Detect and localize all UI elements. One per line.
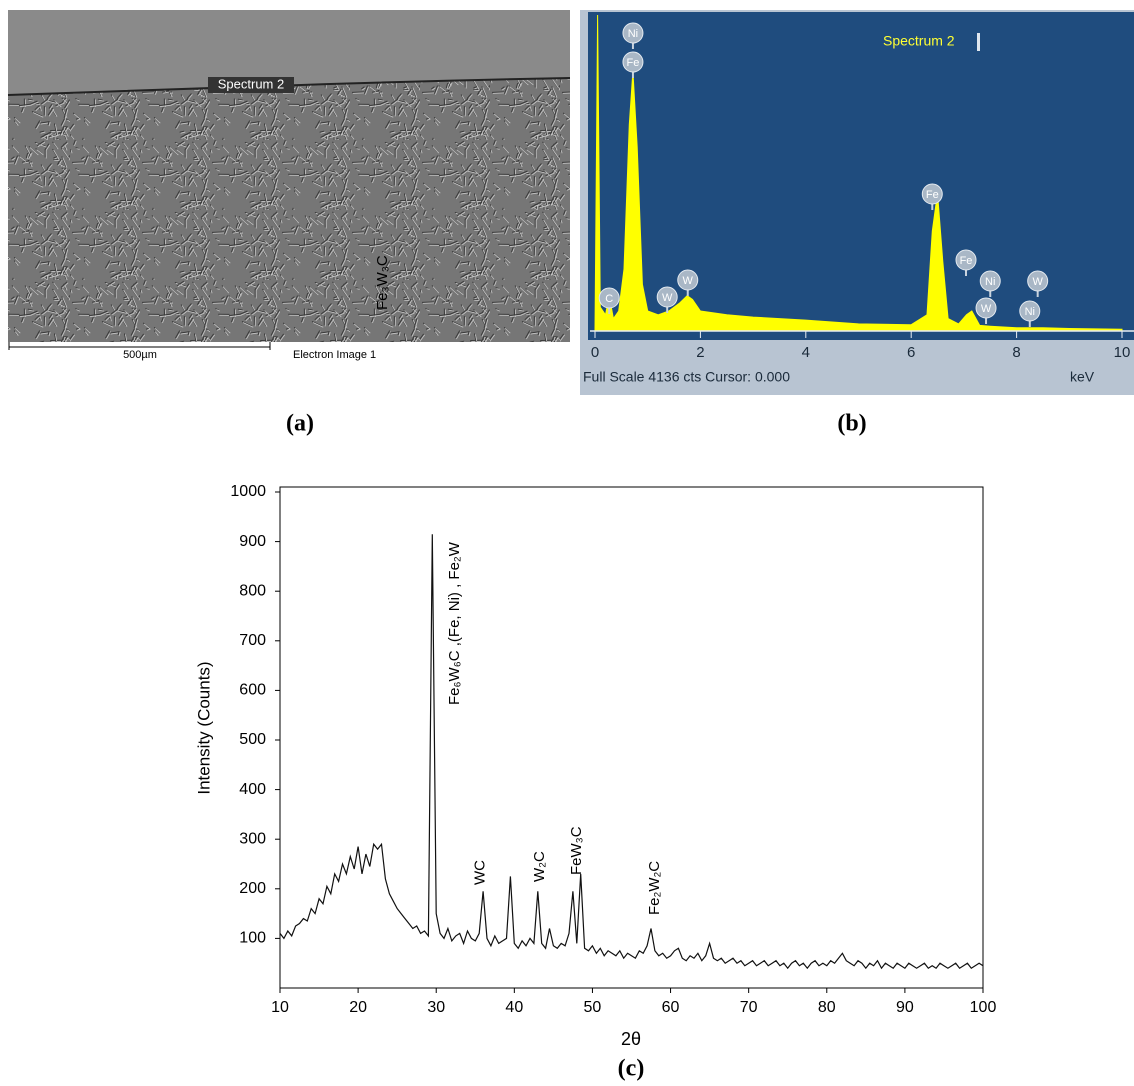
annotation-label: W [1032, 276, 1043, 288]
panel-label: (c) [618, 1056, 645, 1082]
annotation-badge [677, 269, 699, 291]
x-tick-label: 60 [662, 999, 680, 1016]
y-tick-label: 800 [239, 582, 266, 599]
sem-panel: Spectrum 2 500µm Electron Image 1 (a) [7, 10, 571, 437]
panel-label: (b) [837, 411, 866, 437]
y-tick-label: 300 [239, 830, 266, 847]
scale-bar-label: 500µm [123, 349, 157, 361]
annotation-label: Ni [1025, 306, 1035, 318]
x-tick-label: 4 [802, 344, 810, 361]
x-tick-label: 30 [427, 999, 445, 1016]
x-tick-label: 70 [740, 999, 758, 1016]
peak-label: FeW₃C [568, 826, 585, 875]
x-axis-label: keV [1070, 369, 1095, 385]
eds-panel: Spectrum 2 Full Scale 4136 cts Cursor: 0… [580, 10, 1134, 437]
x-tick-label: 50 [584, 999, 602, 1016]
x-tick-label: 10 [271, 999, 289, 1016]
x-tick-label: 8 [1012, 344, 1020, 361]
panel-label: (a) [286, 411, 314, 437]
peak-label: W₂C [531, 851, 548, 882]
annotation-badge [656, 286, 678, 308]
pattern-line [279, 534, 984, 970]
plot-frame [279, 486, 984, 989]
marker-box [208, 77, 294, 93]
legend-label: Spectrum 2 [883, 33, 955, 49]
annotation-badge [598, 287, 620, 309]
y-tick-label: 600 [239, 682, 266, 699]
y-tick-label: 900 [239, 533, 266, 550]
x-tick-label: 90 [896, 999, 914, 1016]
annotation-label: Ni [628, 28, 638, 40]
spectrum-area [594, 14, 1123, 331]
annotation-label: Fe [926, 189, 939, 201]
annotation-badge [921, 183, 943, 205]
annotation-badge [1027, 270, 1049, 292]
y-tick-label: 200 [239, 880, 266, 897]
annotation-label: W [981, 303, 992, 315]
annotation-badge [979, 270, 1001, 292]
x-tick-label: 20 [349, 999, 367, 1016]
annotation-badge [622, 22, 644, 44]
peak-label: WC [472, 860, 489, 885]
x-tick-label: 6 [907, 344, 915, 361]
legend-cursor [977, 33, 980, 51]
x-tick-label: 0 [591, 344, 599, 361]
xrd-panel: Intensity (Counts) 2θ (c) 10020030040050… [194, 255, 996, 1081]
annotation-label: W [662, 292, 673, 304]
x-tick-label: 2 [696, 344, 704, 361]
x-axis-label: 2θ [621, 1029, 641, 1049]
footer: Full Scale 4136 cts Cursor: 0.000 [583, 369, 790, 385]
y-tick-label: 400 [239, 781, 266, 798]
marker-label: Spectrum 2 [218, 76, 284, 91]
annotation-badge [975, 297, 997, 319]
y-tick-label: 1000 [230, 483, 266, 500]
sem-interface [7, 77, 571, 96]
y-axis-label: Intensity (Counts) [194, 661, 213, 794]
sem-texture [8, 78, 570, 342]
annotation-badge [955, 249, 977, 271]
annotation-label: Ni [985, 276, 995, 288]
x-tick-label: 10 [1114, 344, 1131, 361]
y-tick-label: 100 [239, 930, 266, 947]
scale-bar [8, 342, 271, 350]
peak-label: Fe₆W₆C ,(Fe, Ni) , Fe₂W [446, 541, 463, 705]
annotation-label: C [605, 293, 613, 305]
y-tick-label: 700 [239, 632, 266, 649]
peak-label: Fe₂W₂C [646, 861, 663, 915]
peak-label: Fe₃W₃C [374, 255, 391, 310]
x-tick-label: 100 [970, 999, 997, 1016]
y-tick-label: 500 [239, 731, 266, 748]
x-tick-label: 40 [505, 999, 523, 1016]
annotation-label: Fe [960, 255, 973, 267]
image-name: Electron Image 1 [293, 349, 376, 361]
annotation-label: W [683, 275, 694, 287]
annotation-label: Fe [627, 57, 640, 69]
x-tick-label: 80 [818, 999, 836, 1016]
annotation-badge [622, 51, 644, 73]
annotation-badge [1019, 300, 1041, 322]
